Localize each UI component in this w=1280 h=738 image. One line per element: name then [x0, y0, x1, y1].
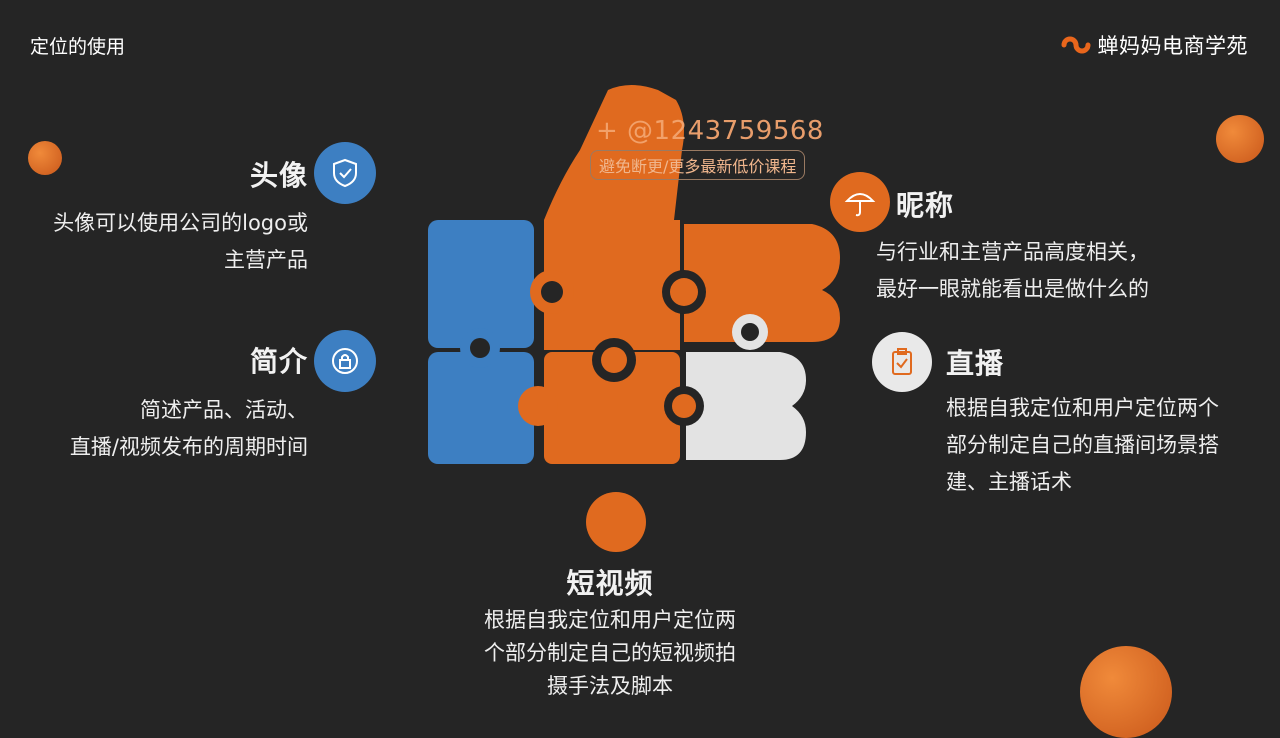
puzzle-thumbs-up-illustration	[420, 80, 860, 484]
avatar-description: 头像可以使用公司的logo或 主营产品	[20, 205, 308, 279]
live-desc-line: 根据自我定位和用户定位两个	[946, 396, 1219, 420]
short-video-desc-line: 个部分制定自己的短视频拍	[484, 641, 736, 665]
intro-desc-line: 直播/视频发布的周期时间	[69, 435, 308, 459]
brand-logo: 蝉妈妈电商学苑	[1060, 30, 1249, 60]
decor-circle-bottom	[586, 492, 646, 552]
avatar-desc-line: 头像可以使用公司的logo或	[53, 211, 308, 235]
puzzle-piece-blue-top	[428, 220, 534, 348]
intro-description: 简述产品、活动、 直播/视频发布的周期时间	[20, 392, 308, 466]
umbrella-icon	[830, 172, 890, 232]
puzzle-piece-grey	[686, 352, 806, 460]
live-title: 直播	[946, 347, 1005, 380]
watermark-note: 避免断更/更多最新低价课程	[590, 150, 806, 180]
intro-desc-line: 简述产品、活动、	[140, 398, 308, 422]
nickname-description: 与行业和主营产品高度相关， 最好一眼就能看出是做什么的	[876, 234, 1256, 308]
nickname-desc-line: 与行业和主营产品高度相关，	[876, 240, 1149, 264]
page-title: 定位的使用	[30, 36, 126, 58]
brand-name: 蝉妈妈电商学苑	[1097, 34, 1248, 58]
short-video-desc-line: 根据自我定位和用户定位两	[484, 608, 736, 632]
avatar-title: 头像	[249, 159, 308, 192]
short-video-description: 根据自我定位和用户定位两 个部分制定自己的短视频拍 摄手法及脚本	[440, 604, 780, 703]
clipboard-check-icon	[872, 332, 932, 392]
puzzle-piece-orange-fingers	[684, 224, 840, 342]
puzzle-piece-blue-bottom	[428, 352, 534, 464]
live-desc-line: 部分制定自己的直播间场景搭	[946, 433, 1219, 457]
brand-mark-icon	[1060, 31, 1092, 59]
live-description: 根据自我定位和用户定位两个 部分制定自己的直播间场景搭 建、主播话术	[946, 390, 1266, 501]
avatar-desc-line: 主营产品	[224, 248, 308, 272]
watermark-contact: + @1243759568	[596, 116, 824, 146]
decor-circle-bottom-right	[1080, 646, 1172, 738]
lock-icon	[314, 330, 376, 392]
decor-circle-left	[28, 141, 62, 175]
intro-title: 简介	[249, 345, 308, 378]
puzzle-piece-thumb	[544, 85, 684, 220]
short-video-title: 短视频	[566, 567, 654, 600]
decor-circle-right	[1216, 115, 1264, 163]
nickname-title: 昵称	[896, 189, 955, 222]
short-video-desc-line: 摄手法及脚本	[547, 674, 673, 698]
nickname-desc-line: 最好一眼就能看出是做什么的	[876, 277, 1149, 301]
shield-check-icon	[314, 142, 376, 204]
puzzle-piece-orange-bottom	[544, 352, 680, 464]
live-desc-line: 建、主播话术	[946, 470, 1072, 494]
